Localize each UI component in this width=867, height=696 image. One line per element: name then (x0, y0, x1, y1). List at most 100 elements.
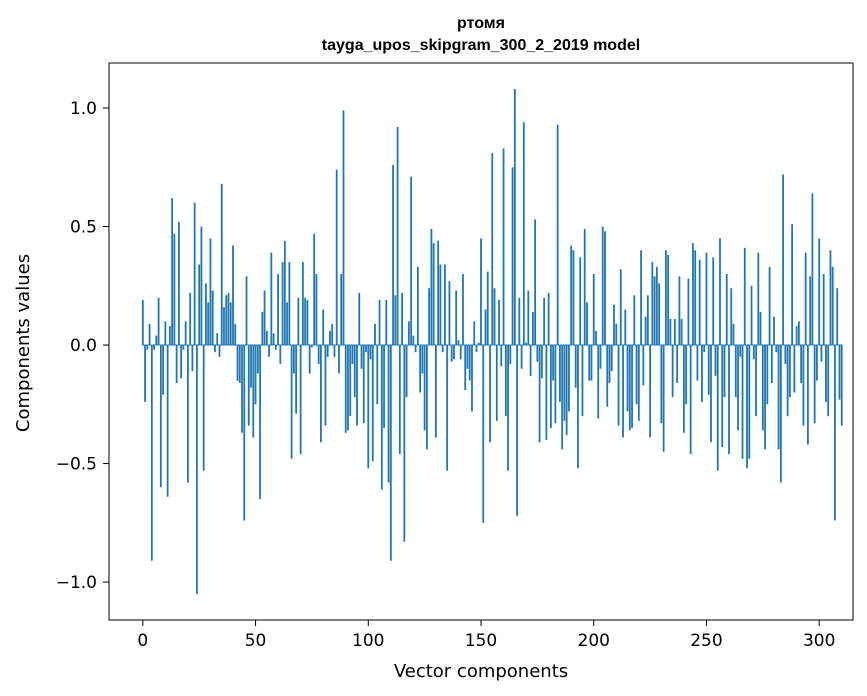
bar (371, 345, 374, 462)
bar (202, 345, 205, 471)
bar (599, 345, 602, 369)
bar (301, 262, 304, 346)
bar (784, 345, 787, 365)
bar (689, 345, 692, 455)
bar (491, 153, 494, 346)
bar (653, 276, 656, 346)
bar (223, 307, 225, 346)
bar (459, 345, 462, 360)
bar (281, 262, 284, 346)
bar (227, 292, 230, 346)
bar (705, 252, 708, 346)
bar (522, 122, 525, 346)
bar (387, 345, 390, 483)
bar (297, 297, 300, 346)
bar (166, 345, 169, 497)
bar (173, 233, 176, 346)
bar (527, 290, 530, 346)
x-tick-label: 100 (352, 631, 384, 651)
bar (216, 333, 219, 346)
bar (356, 345, 358, 426)
bar (241, 345, 243, 433)
bar (716, 345, 719, 471)
bar (498, 300, 500, 346)
chart-title: ртомя (457, 15, 505, 32)
bar (141, 300, 144, 346)
bar (646, 295, 649, 346)
bar-group (141, 89, 843, 594)
bar (353, 345, 356, 398)
bar (757, 252, 760, 346)
bar (232, 245, 234, 346)
bar (777, 345, 780, 450)
bar (577, 345, 579, 469)
bar (570, 245, 573, 346)
bar (340, 273, 343, 346)
bar (664, 250, 667, 346)
bar (622, 345, 624, 438)
bar (764, 345, 766, 450)
bar (218, 345, 221, 357)
bar (728, 345, 730, 455)
bar (182, 345, 185, 350)
bar (342, 110, 345, 346)
bar (205, 283, 207, 346)
bar (552, 345, 555, 381)
x-tick-label: 300 (803, 631, 835, 651)
bar (761, 345, 764, 431)
bar (642, 345, 645, 386)
bar (189, 292, 192, 346)
bar (394, 295, 397, 346)
bar (250, 345, 252, 388)
bar (755, 345, 757, 417)
bar (712, 257, 715, 346)
bar (671, 345, 674, 398)
bar (813, 345, 816, 424)
bar (292, 345, 295, 374)
bar (739, 345, 742, 357)
bar (407, 321, 410, 346)
bar (807, 345, 809, 445)
bar (536, 345, 539, 362)
bar (840, 345, 843, 426)
bar (410, 176, 413, 346)
bar (405, 345, 408, 398)
bar (304, 297, 307, 346)
bar (586, 302, 588, 346)
bar (441, 345, 444, 353)
bar (592, 273, 595, 346)
bar (669, 318, 672, 346)
bar (198, 264, 201, 346)
bar (450, 345, 453, 362)
bar (444, 264, 446, 346)
bar (211, 290, 214, 346)
bar (234, 323, 237, 346)
bar (331, 323, 334, 346)
bar (419, 345, 422, 393)
bar (349, 345, 352, 417)
x-axis: 0 50 100 150 200 250 300 (137, 620, 835, 651)
bar (701, 345, 703, 402)
bar (516, 345, 518, 516)
bar (615, 323, 618, 346)
bar (238, 345, 241, 383)
bar (214, 345, 216, 353)
bar (678, 276, 681, 346)
bar (162, 345, 165, 395)
bar (829, 250, 832, 346)
bar (243, 345, 246, 521)
bar (414, 345, 417, 353)
bar (207, 302, 210, 346)
bar (518, 297, 521, 346)
bar (369, 345, 372, 360)
bar (155, 335, 158, 346)
bar (380, 345, 383, 490)
bar (624, 309, 627, 346)
bar (809, 276, 812, 346)
bar (511, 167, 514, 346)
bar (583, 228, 586, 346)
bar (187, 345, 189, 483)
bar (802, 345, 805, 426)
bar (714, 345, 717, 376)
bar (290, 345, 293, 459)
